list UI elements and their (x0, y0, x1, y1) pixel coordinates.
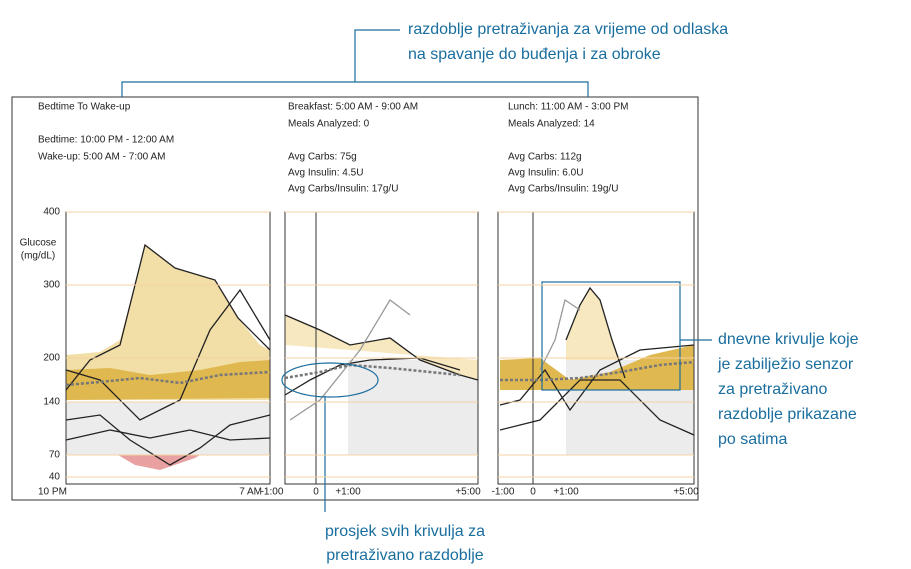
range-area (285, 315, 478, 380)
curve (539, 298, 581, 371)
average-curves (65, 360, 695, 387)
panel-header: Avg Carbs: 112g (508, 152, 582, 163)
panel-header: Avg Carbs: 75g (288, 152, 357, 163)
range-area (66, 360, 270, 400)
panel-header: Lunch: 11:00 AM - 3:00 PM (508, 102, 628, 113)
y-tick-label: 40 (49, 472, 61, 483)
panel-header: Wake-up: 5:00 AM - 7:00 AM (38, 152, 165, 163)
x-tick-label: 0 (313, 487, 319, 498)
gray-curves (289, 298, 581, 421)
panel-header: Avg Insulin: 4.5U (288, 168, 363, 179)
panel-header: Breakfast: 5:00 AM - 9:00 AM (288, 102, 418, 113)
panel-header: Meals Analyzed: 14 (508, 119, 595, 130)
target-band (66, 402, 270, 455)
annotation: po satima (718, 431, 787, 448)
panel-header: Bedtime: 10:00 PM - 12:00 AM (38, 135, 174, 146)
y-tick-label: 140 (43, 397, 60, 408)
x-tick-label: -1:00 (492, 487, 515, 498)
annotation: pretraživano razdoblje (326, 547, 484, 564)
curve (289, 299, 411, 421)
annotation: za pretraživano (718, 381, 827, 398)
curve (565, 286, 626, 379)
annotation: razdoblje pretraživanja za vrijeme od od… (408, 21, 728, 38)
y-tick-label: 200 (43, 353, 60, 364)
range-area (500, 345, 694, 390)
plots (65, 211, 695, 485)
x-tick-label: 0 (530, 487, 536, 498)
average-curve (500, 360, 695, 382)
panel-header: Avg Insulin: 6.0U (508, 168, 583, 179)
low-area (118, 455, 200, 470)
x-tick-label: 10 PM (38, 487, 67, 498)
y-tick-label: 400 (43, 207, 60, 218)
curve (65, 288, 271, 421)
x-tick-label: -1:00 (261, 487, 284, 498)
range-area (66, 245, 270, 400)
panel-header: Bedtime To Wake-up (38, 102, 131, 113)
highlight-box (541, 281, 681, 391)
panel-header: Meals Analyzed: 0 (288, 119, 370, 130)
curve (65, 429, 271, 441)
bracket (121, 81, 589, 97)
x-tick-label: +5:00 (673, 487, 699, 498)
target-band (348, 360, 478, 455)
curve (65, 414, 271, 466)
highlight-ellipse (281, 362, 379, 398)
annotation: je zabilježio senzor (717, 356, 854, 373)
annotation: dnevne krivulje koje (718, 331, 859, 348)
daily-curves (65, 243, 695, 466)
y-tick-label: 70 (49, 450, 61, 461)
x-tick-label: +1:00 (553, 487, 579, 498)
y-axis-label: (mg/dL) (21, 251, 55, 262)
annotation: prosjek svih krivulja za (325, 523, 485, 540)
range-area (566, 288, 620, 360)
annotation: na spavanje do buđenja i za obroke (408, 46, 661, 63)
average-curve (284, 363, 461, 380)
y-axis-label: Glucose (20, 238, 57, 249)
curve (499, 344, 695, 412)
panel-header: Avg Carbs/Insulin: 19g/U (508, 184, 618, 195)
curve (499, 379, 695, 436)
bracket-leader (354, 29, 400, 82)
x-tick-label: +5:00 (455, 487, 481, 498)
x-tick-label: +1:00 (335, 487, 361, 498)
x-tick-label: 7 AM (239, 487, 262, 498)
y-tick-label: 300 (43, 280, 60, 291)
annotation: razdoblje prikazane (718, 406, 857, 423)
panel-header: Avg Carbs/Insulin: 17g/U (288, 184, 398, 195)
curve (284, 357, 461, 396)
